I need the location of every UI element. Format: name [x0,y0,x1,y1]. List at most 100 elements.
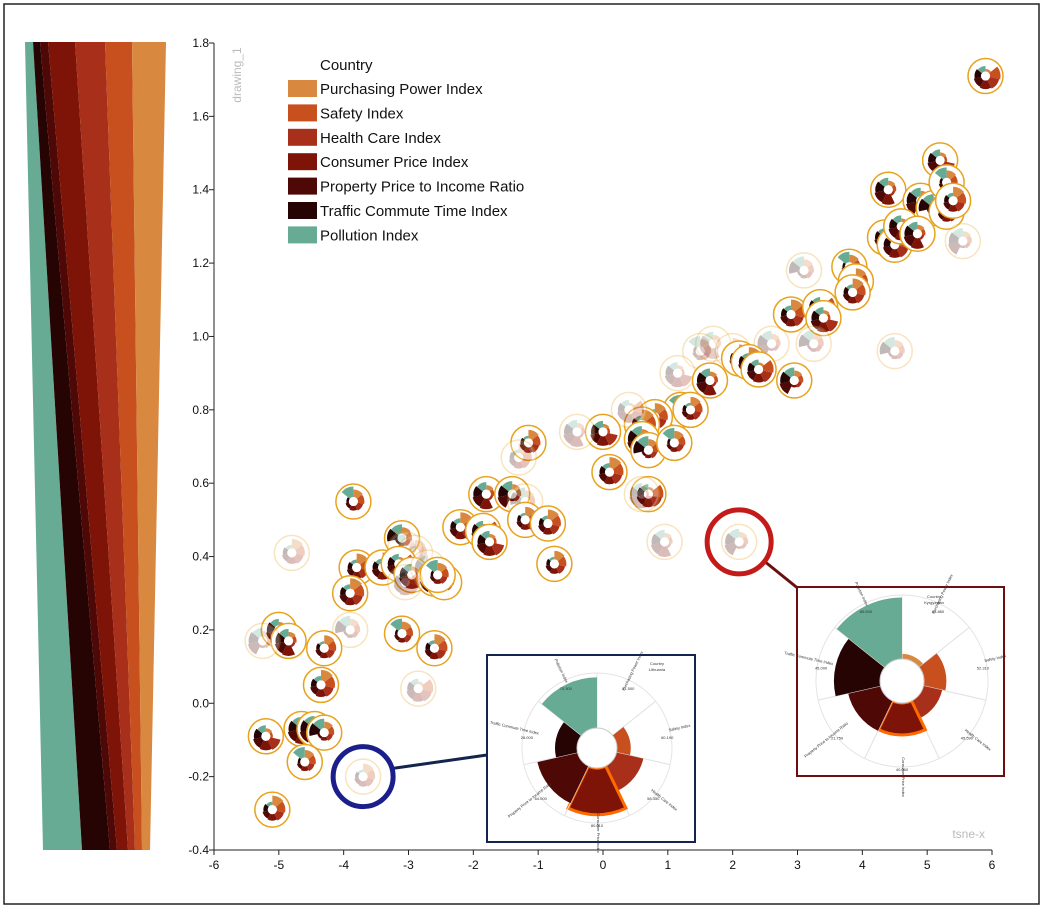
data-point [471,523,508,561]
y-tick-label: 1.2 [192,256,209,270]
legend-swatch [288,80,317,97]
point-wedge [391,524,403,536]
point-center [695,346,705,356]
point-wedge [410,678,419,686]
inset-center [879,658,925,704]
point-wedge [366,769,376,780]
point-wedge [931,149,941,158]
point-wedge [849,254,859,264]
point-wedge [557,556,567,567]
point-wedge [514,487,526,499]
point-wedge [550,567,559,574]
data-point [536,545,573,583]
point-wedge [668,536,673,544]
point-wedge [266,801,273,807]
data-point [500,439,537,476]
point-wedge [892,215,902,224]
point-wedge [318,641,325,646]
point-wedge [739,531,747,540]
y-tick-label: 0.0 [192,696,209,710]
point-wedge [275,632,286,644]
point-wedge [962,231,971,239]
point-wedge [750,359,759,367]
point-wedge [979,80,992,90]
y-tick-label: 0.2 [192,623,209,637]
point-wedge [671,377,684,388]
point-center [514,453,524,463]
point-wedge [883,245,893,256]
point-wedge [702,352,710,361]
inset-wedge [541,677,597,736]
data-point [967,57,1004,95]
inset-subtitle: Lithuania [649,667,666,672]
point-wedge [548,556,555,562]
y-tick-label: 0.8 [192,403,209,417]
point-wedge [545,564,553,572]
point-wedge [591,424,600,435]
legend-swatch [288,177,317,195]
point-wedge [881,193,895,205]
point-wedge [344,597,356,606]
point-wedge [428,640,435,646]
point-ring [273,534,311,572]
point-wedge [637,436,649,448]
inset-value: 64.000 [535,796,548,801]
point-wedge [320,669,333,683]
point-wedge [633,483,642,492]
point-wedge [357,769,364,774]
point-wedge [306,762,315,771]
point-wedge [403,563,412,573]
point-wedge [549,524,560,535]
data-point [630,475,667,513]
point-wedge [319,652,329,659]
point-wedge [352,594,363,605]
point-wedge [715,344,721,351]
point-wedge [405,575,411,580]
x-tick-label: -5 [273,858,284,872]
point-wedge [520,437,525,445]
point-wedge [324,721,333,730]
point-wedge [633,440,645,454]
point-wedge [437,640,448,652]
point-wedge [650,495,663,507]
point-wedge [430,570,435,577]
point-wedge [275,801,286,813]
point-center [643,489,653,499]
point-wedge [349,505,358,511]
point-wedge [928,152,937,164]
point-wedge [248,632,260,645]
point-wedge [393,534,406,547]
point-wedge [449,528,459,538]
inset-value: 85.500 [860,609,873,614]
point-wedge [785,318,797,327]
point-wedge [292,635,297,643]
point-wedge [666,443,673,451]
inset-connector [764,560,801,592]
data-point [682,332,719,370]
point-wedge [551,515,561,527]
point-wedge [670,446,679,452]
point-wedge [293,746,305,760]
point-wedge [528,495,536,504]
data-point [247,718,285,755]
data-point [331,574,369,612]
data-point [776,362,813,399]
data-point [416,630,453,667]
point-wedge [977,66,986,74]
point-wedge [429,652,440,660]
point-wedge [817,322,830,333]
inset-value: 52.310 [977,666,990,671]
point-wedge [518,443,530,455]
point-wedge [794,370,803,378]
point-wedge [498,485,509,498]
point-wedge [310,685,320,695]
point-wedge [888,227,900,239]
point-wedge [629,486,639,497]
data-point [720,523,758,561]
point-wedge [948,204,958,212]
point-center [455,522,465,532]
point-wedge [288,720,299,732]
data-point [591,453,628,491]
point-wedge [570,435,584,447]
point-wedge [543,527,553,535]
